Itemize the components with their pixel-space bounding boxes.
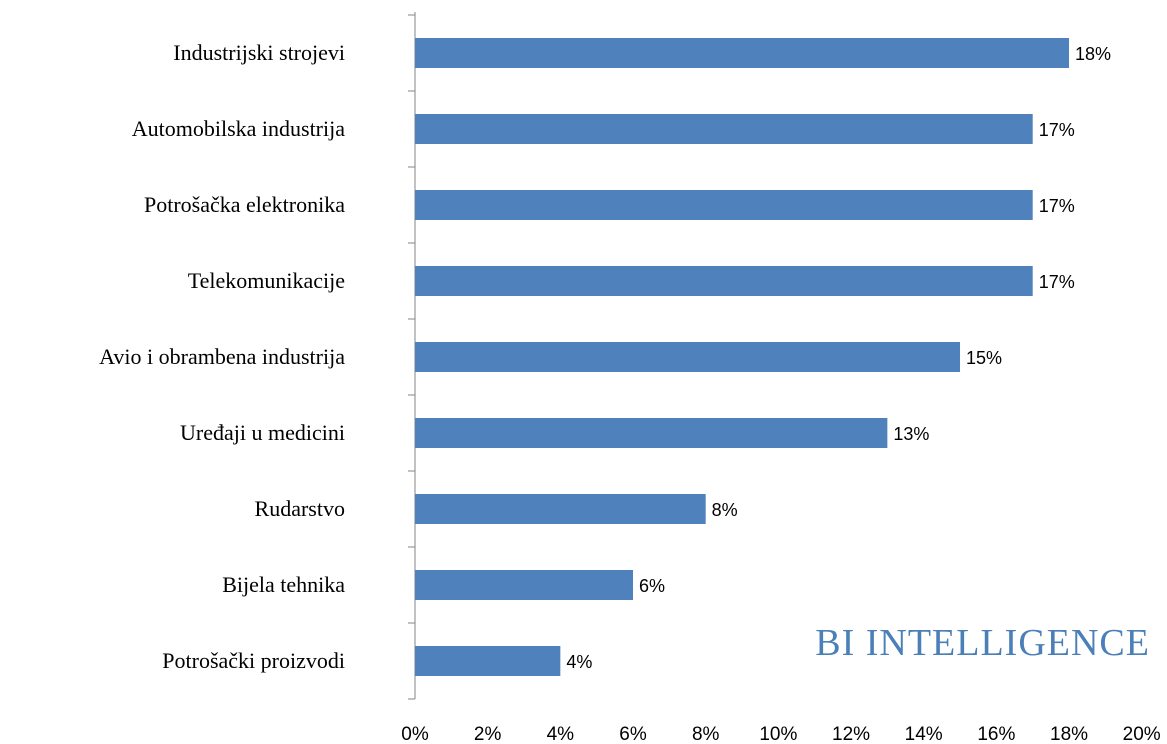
data-label: 4%: [566, 652, 592, 672]
watermark: BI INTELLIGENCE: [815, 622, 1150, 664]
bar: [415, 114, 1033, 144]
data-label: 15%: [966, 348, 1002, 368]
x-tick-label: 18%: [1050, 724, 1088, 744]
category-label: Avio i obrambena industrija: [99, 344, 345, 369]
x-tick-label: 2%: [474, 724, 502, 744]
category-label: Telekomunikacije: [188, 268, 345, 293]
data-label: 6%: [639, 576, 665, 596]
bar: [415, 266, 1033, 296]
category-label: Rudarstvo: [255, 496, 345, 521]
bar: [415, 570, 634, 600]
category-label: Potrošačka elektronika: [144, 192, 345, 217]
bar: [415, 38, 1070, 68]
data-label: 17%: [1039, 120, 1075, 140]
data-label: 13%: [893, 424, 929, 444]
category-label: Potrošački proizvodi: [162, 648, 345, 673]
x-tick-label: 8%: [692, 724, 720, 744]
bar: [415, 190, 1033, 220]
bar: [415, 418, 888, 448]
x-tick-label: 16%: [977, 724, 1015, 744]
bar: [415, 646, 561, 676]
x-tick-label: 12%: [832, 724, 870, 744]
data-label: 8%: [712, 500, 738, 520]
data-label: 17%: [1039, 272, 1075, 292]
x-tick-label: 10%: [759, 724, 797, 744]
x-tick-label: 0%: [401, 724, 429, 744]
data-label: 17%: [1039, 196, 1075, 216]
x-tick-label: 14%: [905, 724, 943, 744]
category-label: Uređaji u medicini: [180, 420, 345, 445]
x-tick-label: 20%: [1123, 724, 1161, 744]
x-tick-label: 4%: [547, 724, 575, 744]
category-label: Automobilska industrija: [132, 116, 346, 141]
bar: [415, 342, 961, 372]
data-label: 18%: [1075, 44, 1111, 64]
category-label: Industrijski strojevi: [173, 40, 345, 65]
category-label: Bijela tehnika: [222, 572, 345, 597]
bar: [415, 494, 706, 524]
x-tick-label: 6%: [619, 724, 647, 744]
